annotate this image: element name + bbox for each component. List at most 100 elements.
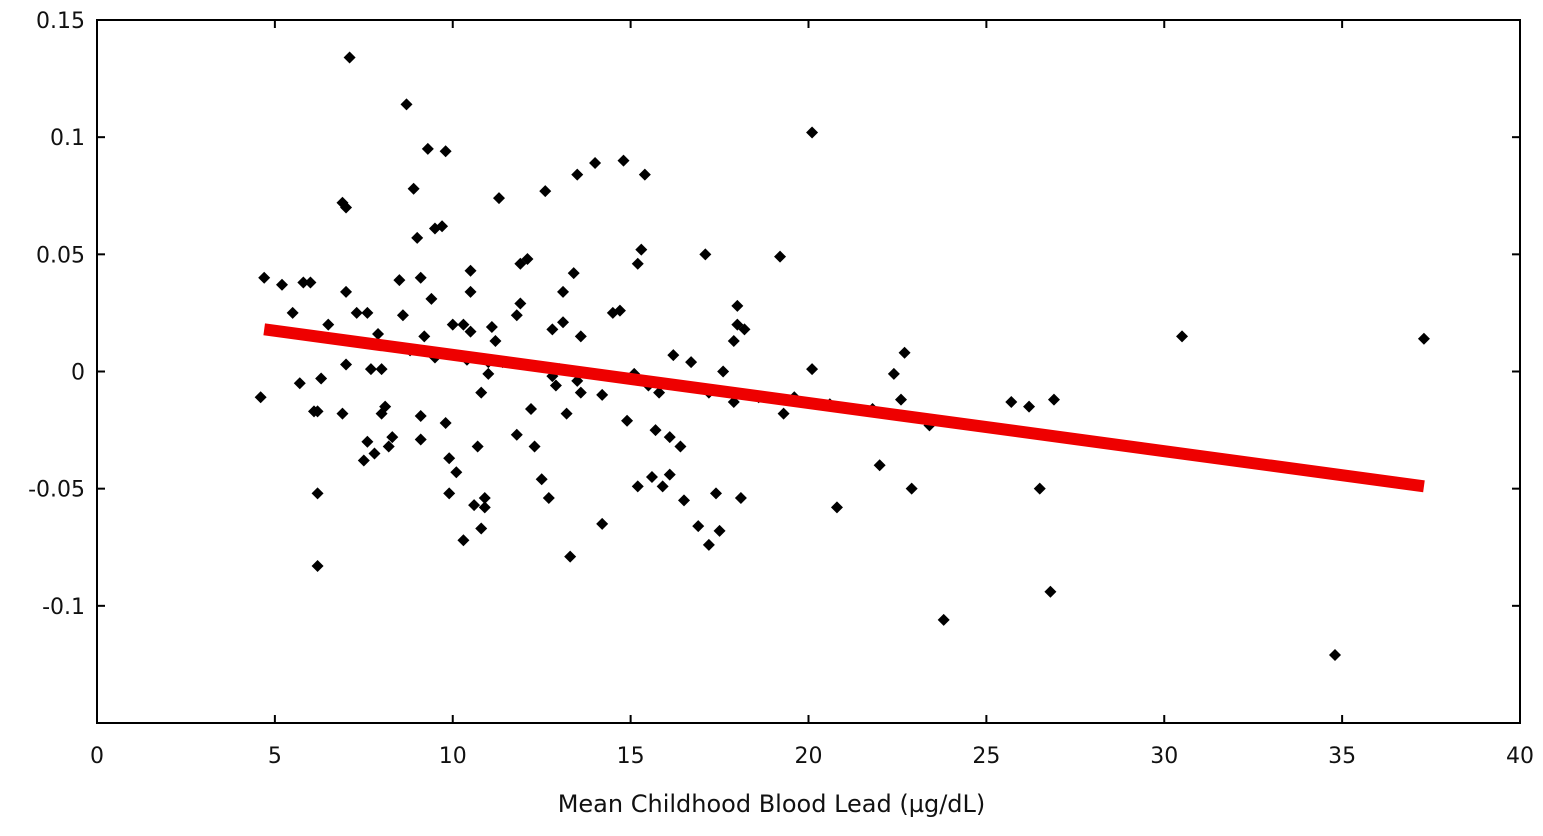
x-tick-label: 10 xyxy=(439,744,467,769)
x-tick-label: 25 xyxy=(972,744,1000,769)
data-point xyxy=(617,154,630,167)
data-point xyxy=(564,550,577,563)
y-tick-label: 0.05 xyxy=(36,243,85,268)
data-point xyxy=(436,220,449,233)
data-point xyxy=(873,459,886,472)
data-point xyxy=(560,407,573,420)
data-point xyxy=(738,323,751,336)
data-point xyxy=(382,440,395,453)
data-point xyxy=(421,142,434,155)
data-point xyxy=(905,482,918,495)
data-point xyxy=(340,358,353,371)
ticks-layer xyxy=(96,19,1521,723)
regression-line xyxy=(263,323,1425,493)
data-point xyxy=(468,499,481,512)
data-point xyxy=(1047,393,1060,406)
data-point xyxy=(443,487,456,500)
data-point xyxy=(713,524,726,537)
data-point xyxy=(311,559,324,572)
data-point xyxy=(539,185,552,198)
data-point xyxy=(894,393,907,406)
data-point xyxy=(567,267,580,280)
data-point xyxy=(546,323,559,336)
data-point xyxy=(439,145,452,158)
data-point xyxy=(386,431,399,444)
data-point xyxy=(275,278,288,291)
data-point xyxy=(571,168,584,181)
data-point xyxy=(414,433,427,446)
data-point xyxy=(806,363,819,376)
data-point xyxy=(596,388,609,401)
data-point xyxy=(830,501,843,514)
data-point xyxy=(645,470,658,483)
data-point xyxy=(311,487,324,500)
data-point xyxy=(710,487,723,500)
data-point xyxy=(350,306,363,319)
data-point xyxy=(361,306,374,319)
data-point xyxy=(492,192,505,205)
data-point xyxy=(322,318,335,331)
data-point xyxy=(1033,482,1046,495)
data-point xyxy=(418,330,431,343)
data-point xyxy=(631,480,644,493)
data-point xyxy=(340,201,353,214)
data-point xyxy=(528,440,541,453)
data-point xyxy=(407,182,420,195)
x-tick-label: 40 xyxy=(1506,744,1534,769)
data-point xyxy=(343,51,356,64)
data-point xyxy=(411,231,424,244)
data-point xyxy=(297,276,310,289)
data-point xyxy=(667,349,680,362)
x-tick-label: 15 xyxy=(617,744,645,769)
data-point xyxy=(663,431,676,444)
data-point xyxy=(293,377,306,390)
data-point xyxy=(372,328,385,341)
data-point xyxy=(1023,400,1036,413)
y-tick-label: 0.1 xyxy=(50,126,85,151)
x-tick-label: 30 xyxy=(1150,744,1178,769)
data-point xyxy=(635,243,648,256)
data-point xyxy=(613,304,626,317)
data-point xyxy=(774,250,787,263)
x-tick-label: 20 xyxy=(795,744,823,769)
data-point xyxy=(393,274,406,287)
data-point xyxy=(457,318,470,331)
data-point xyxy=(396,309,409,322)
data-point xyxy=(677,494,690,507)
data-point xyxy=(368,447,381,460)
data-point xyxy=(777,407,790,420)
data-point xyxy=(443,452,456,465)
x-axis-label: Mean Childhood Blood Lead (µg/dL) xyxy=(557,790,986,818)
y-tick-label: -0.05 xyxy=(28,478,85,503)
data-point xyxy=(258,271,271,284)
data-point xyxy=(806,126,819,139)
data-point xyxy=(937,613,950,626)
data-point xyxy=(478,501,491,514)
data-point xyxy=(446,318,459,331)
data-point xyxy=(361,435,374,448)
data-point xyxy=(475,522,488,535)
data-point xyxy=(535,473,548,486)
data-point xyxy=(674,440,687,453)
data-point xyxy=(478,492,491,505)
data-point xyxy=(1329,649,1342,662)
data-point xyxy=(702,538,715,551)
data-point xyxy=(525,402,538,415)
data-point xyxy=(400,98,413,111)
y-tick-label: 0.15 xyxy=(36,9,85,34)
data-point xyxy=(414,271,427,284)
data-point xyxy=(379,400,392,413)
data-point xyxy=(731,299,744,312)
data-point xyxy=(542,492,555,505)
data-point xyxy=(1044,585,1057,598)
tick-labels-layer: 0 5 10 15 20 25 30 35 40 -0.1 -0.05 0 0.05 0.1 0.15 xyxy=(28,9,1534,769)
data-point xyxy=(457,534,470,547)
data-point xyxy=(1417,332,1430,345)
data-point xyxy=(340,285,353,298)
data-point xyxy=(315,372,328,385)
data-point xyxy=(549,379,562,392)
data-point xyxy=(475,386,488,399)
data-point xyxy=(311,405,324,418)
x-tick-label: 5 xyxy=(268,744,282,769)
